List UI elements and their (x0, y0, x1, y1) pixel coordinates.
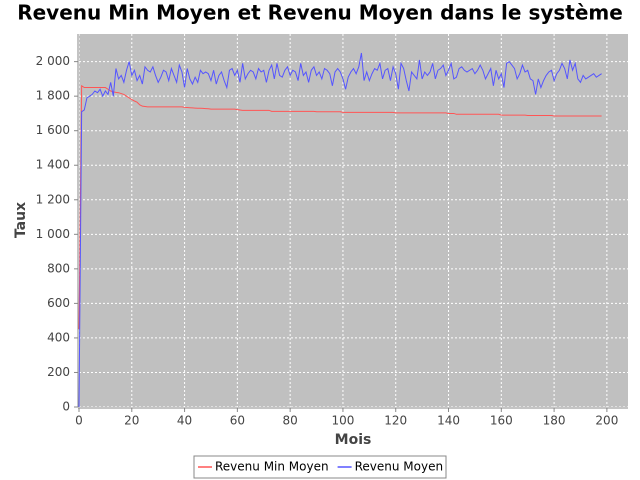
x-tick-label: 20 (124, 414, 139, 428)
y-tick-label: 1 400 (36, 158, 70, 172)
x-tick-label: 160 (490, 414, 513, 428)
y-tick-label: 1 800 (36, 89, 70, 103)
x-tick-label: 60 (230, 414, 245, 428)
legend (193, 455, 447, 479)
x-tick-label: 120 (384, 414, 407, 428)
x-tick-label: 180 (543, 414, 566, 428)
y-tick-label: 2 000 (36, 54, 70, 68)
x-tick-label: 200 (595, 414, 618, 428)
legend-label: Revenu Min Moyen (215, 460, 329, 474)
y-tick-label: 800 (47, 261, 70, 275)
chart-title: Revenu Min Moyen et Revenu Moyen dans le… (17, 1, 623, 25)
y-tick-label: 0 (62, 400, 70, 414)
x-tick-label: 80 (283, 414, 298, 428)
y-tick-label: 600 (47, 296, 70, 310)
y-tick-label: 1 000 (36, 227, 70, 241)
x-tick-label: 140 (437, 414, 460, 428)
y-tick-label: 200 (47, 365, 70, 379)
x-tick-label: 40 (177, 414, 192, 428)
y-axis-title: Taux (13, 202, 29, 238)
series-line (78, 84, 602, 330)
series-line (78, 52, 602, 408)
x-axis-title: Mois (335, 432, 372, 448)
x-tick-label: 0 (75, 414, 83, 428)
y-tick-label: 400 (47, 330, 70, 344)
y-tick-label: 1 200 (36, 192, 70, 206)
y-tick-label: 1 600 (36, 123, 70, 137)
plot-area (79, 34, 628, 407)
x-tick-label: 100 (331, 414, 354, 428)
legend-label: Revenu Moyen (355, 460, 443, 474)
